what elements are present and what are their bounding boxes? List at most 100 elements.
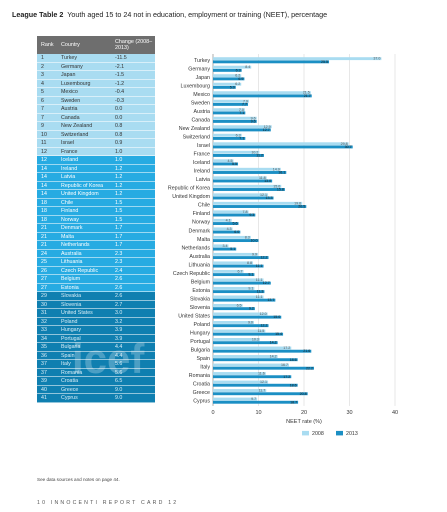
bar-2008: [213, 312, 268, 316]
rank-cell: 12: [41, 157, 47, 163]
category-label: Sweden: [191, 101, 210, 107]
category-label: Denmark: [189, 228, 211, 234]
bar-2008: [213, 397, 258, 401]
table-row: 21 Denmark 1.7: [37, 224, 155, 233]
table-row: 7 Austria 0.0: [37, 105, 155, 114]
bar-2013: [213, 332, 284, 336]
change-cell: 1.7: [115, 225, 123, 231]
bar-2013: [213, 264, 264, 268]
data-label-2013: 5.1: [230, 247, 235, 251]
rank-cell: 18: [41, 199, 47, 206]
bar-2008: [213, 65, 252, 69]
data-label-2013: 21.6: [303, 349, 310, 353]
table-row: 9 New Zealand 0.8: [37, 122, 155, 131]
bar-2013: [213, 324, 269, 328]
country-cell: Switzerland: [61, 131, 89, 138]
bar-2008: [213, 218, 232, 222]
country-cell: Czech Republic: [61, 267, 99, 274]
data-label-2008: 14.2: [270, 355, 277, 359]
rank-cell: 33: [41, 327, 47, 333]
data-label-2008: 8.4: [245, 65, 250, 69]
country-cell: Belgium: [61, 276, 81, 282]
bar-2008: [213, 201, 303, 205]
category-label: Ireland: [194, 169, 210, 175]
x-tick-label: 30: [346, 410, 352, 416]
data-label-2013: 20.8: [300, 392, 307, 396]
league-table: Rank Country Change (2008–2013) 1 Turkey -…: [37, 36, 155, 403]
rank-cell: 30: [41, 301, 47, 308]
bar-2013: [213, 349, 312, 353]
category-label: Lithuania: [188, 262, 210, 268]
table-body: 1 Turkey -11.5 2 Germany -2.1 3 Japan -1.5 4 Luxem…: [37, 54, 155, 403]
data-label-2008: 7.0: [239, 108, 244, 112]
category-label: Estonia: [192, 288, 210, 294]
rank-cell: 40: [41, 386, 47, 393]
data-label-2013: 12.7: [263, 281, 270, 285]
change-cell: 9.0: [115, 395, 123, 401]
change-cell: 2.6: [115, 276, 123, 282]
bar-2008: [213, 295, 264, 299]
country-cell: Sweden: [61, 97, 81, 104]
country-cell: Turkey: [61, 55, 77, 61]
country-cell: Lithuania: [61, 259, 83, 265]
bar-2013: [213, 256, 269, 260]
data-label-2008: 12.0: [260, 312, 267, 316]
change-cell: -1.5: [115, 72, 125, 78]
country-cell: Poland: [61, 318, 78, 325]
bar-2008: [213, 167, 281, 171]
category-label: Czech Republic: [173, 271, 210, 277]
bar-2008: [213, 125, 272, 129]
bar-2013: [213, 188, 285, 191]
category-label: Norway: [192, 220, 210, 226]
change-cell: -0.4: [115, 89, 125, 95]
data-label-2008: 19.6: [294, 201, 301, 205]
data-label-2013: 12.7: [263, 128, 270, 132]
bar-2008: [213, 261, 254, 265]
category-label: France: [194, 152, 211, 158]
bar-2013: [213, 128, 271, 132]
country-cell: Spain: [61, 352, 75, 359]
category-label: Iceland: [193, 160, 210, 166]
data-label-2008: 12.9: [264, 125, 271, 129]
rank-cell: 37: [41, 369, 47, 376]
category-label: Israel: [197, 143, 210, 149]
table-row: 33 Hungary 3.9: [37, 326, 155, 335]
table-row: 37 Italy 5.6: [37, 360, 155, 369]
rank-cell: 32: [41, 318, 47, 325]
bar-2013: [213, 205, 307, 208]
bar-2013: [213, 222, 239, 225]
change-cell: -0.3: [115, 97, 125, 104]
data-label-2013: 13.3: [266, 196, 273, 200]
change-cell: -1.2: [115, 80, 125, 87]
category-label: Austria: [194, 109, 211, 115]
change-cell: 1.0: [115, 157, 123, 163]
bar-2008: [213, 108, 245, 112]
change-cell: -11.5: [115, 55, 127, 61]
data-label-2013: 18.7: [290, 400, 297, 404]
data-label-2013: 20.5: [298, 205, 305, 209]
bar-2013: [213, 341, 278, 345]
data-label-2013: 11.3: [257, 290, 264, 294]
bar-2013: [213, 154, 264, 157]
table-row: 34 Portugal 3.9: [37, 334, 155, 343]
bar-2008: [213, 116, 257, 120]
country-cell: Republic of Korea: [61, 182, 104, 189]
change-cell: 1.5: [115, 216, 123, 223]
rank-cell: 39: [41, 378, 47, 384]
rank-cell: 4: [41, 80, 44, 87]
change-cell: 0.8: [115, 131, 123, 138]
change-cell: 2.6: [115, 293, 123, 299]
change-cell: 1.7: [115, 233, 123, 240]
change-cell: 3.2: [115, 318, 123, 325]
bar-2008: [213, 133, 242, 137]
bar-2013: [213, 239, 259, 243]
data-label-2013: 9.2: [249, 307, 254, 311]
rank-cell: 24: [41, 250, 47, 257]
bar-2008: [213, 380, 269, 384]
table-title: League Table 2 Youth aged 15 to 24 not i…: [12, 10, 327, 19]
bar-2008: [213, 74, 242, 78]
data-label-2008: 7.8: [242, 210, 247, 214]
data-label-2013: 7.1: [239, 136, 244, 140]
page-footer: 10 INNOCENTI REPORT CARD 12: [37, 500, 179, 506]
table-row: 18 Finland 1.5: [37, 207, 155, 216]
